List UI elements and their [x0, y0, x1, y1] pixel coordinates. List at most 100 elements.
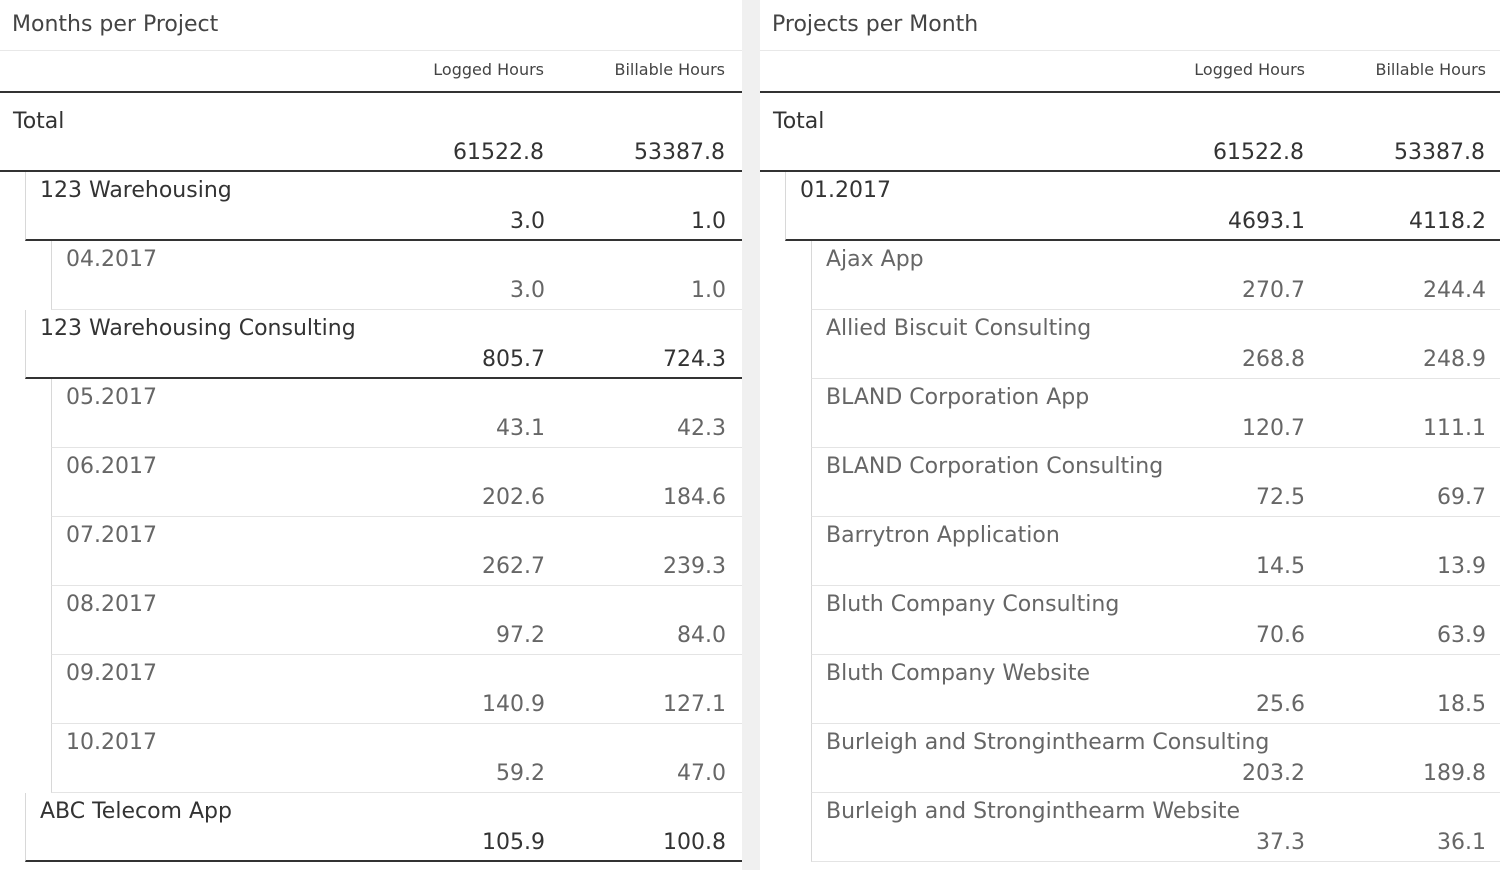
logged-hours-value: 805.7	[482, 347, 545, 372]
row-label: 123 Warehousing Consulting	[40, 316, 356, 341]
billable-hours-value: 53387.8	[634, 140, 725, 165]
logged-hours-value: 43.1	[496, 416, 545, 441]
logged-hours-value: 202.6	[482, 485, 545, 510]
detail-row: Ajax App 270.7 244.4	[811, 241, 1500, 310]
row-label: Burleigh and Stronginthearm Website	[826, 799, 1241, 824]
billable-hours-value: 18.5	[1437, 692, 1486, 717]
billable-hours-value: 53387.8	[1394, 140, 1485, 165]
detail-row: BLAND Corporation App 120.7 111.1	[811, 379, 1500, 448]
row-label: Allied Biscuit Consulting	[826, 316, 1092, 341]
column-header-billable-hours[interactable]: Billable Hours	[614, 60, 725, 79]
billable-hours-value: 4118.2	[1409, 209, 1486, 234]
billable-hours-value: 184.6	[663, 485, 726, 510]
logged-hours-value: 270.7	[1242, 278, 1305, 303]
billable-hours-value: 244.4	[1423, 278, 1486, 303]
logged-hours-value: 70.6	[1256, 623, 1305, 648]
total-row[interactable]: Total 61522.8 53387.8	[0, 103, 742, 172]
logged-hours-value: 268.8	[1242, 347, 1305, 372]
detail-row: Burleigh and Stronginthearm Website 37.3 3…	[811, 793, 1500, 862]
column-header-billable-hours[interactable]: Billable Hours	[1375, 60, 1486, 79]
detail-row: 09.2017 140.9 127.1	[51, 655, 742, 724]
row-label: Total	[773, 109, 825, 134]
row-label: ABC Telecom App	[40, 799, 232, 824]
header-divider	[760, 91, 1500, 93]
panel-title: Projects per Month	[772, 12, 979, 37]
billable-hours-value: 47.0	[677, 761, 726, 786]
detail-row: Bluth Company Website 25.6 18.5	[811, 655, 1500, 724]
row-label: BLAND Corporation Consulting	[826, 454, 1164, 479]
billable-hours-value: 36.1	[1437, 830, 1486, 855]
group-row[interactable]: 123 Warehousing 3.0 1.0	[25, 172, 742, 241]
row-label: 06.2017	[66, 454, 157, 479]
logged-hours-value: 3.0	[510, 278, 545, 303]
logged-hours-value: 97.2	[496, 623, 545, 648]
logged-hours-value: 59.2	[496, 761, 545, 786]
logged-hours-value: 203.2	[1242, 761, 1305, 786]
logged-hours-value: 37.3	[1256, 830, 1305, 855]
billable-hours-value: 127.1	[663, 692, 726, 717]
row-label: BLAND Corporation App	[826, 385, 1090, 410]
detail-row: Barrytron Application 14.5 13.9	[811, 517, 1500, 586]
billable-hours-value: 1.0	[691, 278, 726, 303]
row-label: 09.2017	[66, 661, 157, 686]
logged-hours-value: 140.9	[482, 692, 545, 717]
billable-hours-value: 100.8	[663, 830, 726, 855]
total-row[interactable]: Total 61522.8 53387.8	[760, 103, 1500, 172]
logged-hours-value: 25.6	[1256, 692, 1305, 717]
detail-row: 04.2017 3.0 1.0	[51, 241, 742, 310]
row-label: Bluth Company Website	[826, 661, 1091, 686]
divider	[760, 50, 1500, 51]
group-row[interactable]: ABC Telecom App 105.9 100.8	[25, 793, 742, 862]
detail-row: Burleigh and Stronginthearm Consulting 20…	[811, 724, 1500, 793]
billable-hours-value: 248.9	[1423, 347, 1486, 372]
billable-hours-value: 239.3	[663, 554, 726, 579]
detail-row: 06.2017 202.6 184.6	[51, 448, 742, 517]
detail-row: 05.2017 43.1 42.3	[51, 379, 742, 448]
row-label: Burleigh and Stronginthearm Consulting	[826, 730, 1270, 755]
row-label: 123 Warehousing	[40, 178, 232, 203]
billable-hours-value: 724.3	[663, 347, 726, 372]
row-label: Bluth Company Consulting	[826, 592, 1120, 617]
row-label: Barrytron Application	[826, 523, 1060, 548]
projects-per-month-panel: Projects per Month Logged Hours Billable…	[760, 0, 1500, 870]
column-header-logged-hours[interactable]: Logged Hours	[433, 60, 544, 79]
logged-hours-value: 61522.8	[453, 140, 544, 165]
billable-hours-value: 1.0	[691, 209, 726, 234]
logged-hours-value: 3.0	[510, 209, 545, 234]
logged-hours-value: 4693.1	[1228, 209, 1305, 234]
row-label: 04.2017	[66, 247, 157, 272]
row-label: 07.2017	[66, 523, 157, 548]
row-label: Total	[13, 109, 65, 134]
panel-title: Months per Project	[12, 12, 219, 37]
row-label: Ajax App	[826, 247, 924, 272]
logged-hours-value: 262.7	[482, 554, 545, 579]
row-label: 08.2017	[66, 592, 157, 617]
logged-hours-value: 120.7	[1242, 416, 1305, 441]
column-header-logged-hours[interactable]: Logged Hours	[1194, 60, 1305, 79]
group-row[interactable]: 123 Warehousing Consulting 805.7 724.3	[25, 310, 742, 379]
billable-hours-value: 13.9	[1437, 554, 1486, 579]
billable-hours-value: 111.1	[1423, 416, 1486, 441]
billable-hours-value: 84.0	[677, 623, 726, 648]
billable-hours-value: 69.7	[1437, 485, 1486, 510]
logged-hours-value: 14.5	[1256, 554, 1305, 579]
logged-hours-value: 61522.8	[1213, 140, 1304, 165]
detail-row: Allied Biscuit Consulting 268.8 248.9	[811, 310, 1500, 379]
row-label: 10.2017	[66, 730, 157, 755]
divider	[0, 50, 742, 51]
row-label: 05.2017	[66, 385, 157, 410]
panel-gutter	[742, 0, 760, 870]
logged-hours-value: 105.9	[482, 830, 545, 855]
group-row[interactable]: 01.2017 4693.1 4118.2	[785, 172, 1500, 241]
billable-hours-value: 189.8	[1423, 761, 1486, 786]
months-per-project-panel: Months per Project Logged Hours Billable…	[0, 0, 742, 870]
billable-hours-value: 42.3	[677, 416, 726, 441]
logged-hours-value: 72.5	[1256, 485, 1305, 510]
detail-row: 10.2017 59.2 47.0	[51, 724, 742, 793]
row-label: 01.2017	[800, 178, 891, 203]
billable-hours-value: 63.9	[1437, 623, 1486, 648]
detail-row: BLAND Corporation Consulting 72.5 69.7	[811, 448, 1500, 517]
header-divider	[0, 91, 742, 93]
detail-row: 08.2017 97.2 84.0	[51, 586, 742, 655]
detail-row: Bluth Company Consulting 70.6 63.9	[811, 586, 1500, 655]
